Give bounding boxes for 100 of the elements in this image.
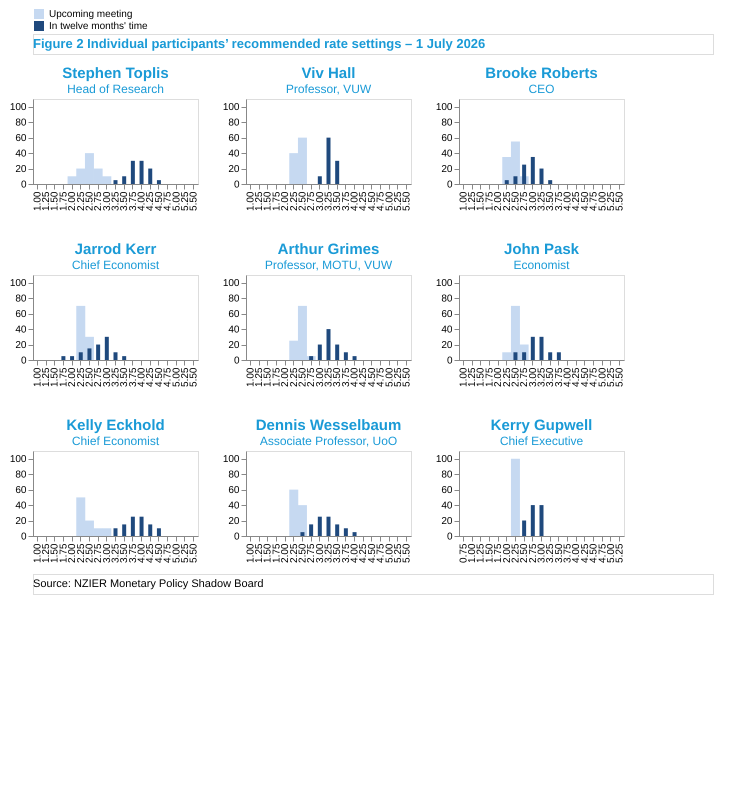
- bar: [309, 524, 314, 536]
- bar: [309, 356, 314, 360]
- y-tick-label: 80: [15, 118, 27, 129]
- y-tick-label: 60: [15, 133, 27, 144]
- x-tick-label: 4.50: [366, 543, 378, 563]
- x-tick-label: 5.00: [384, 191, 396, 211]
- x-tick-label: 2.25: [76, 191, 87, 211]
- x-tick-label: 2.00: [67, 543, 78, 563]
- x-tick-label: 2.00: [280, 367, 292, 387]
- x-tick-label: 4.75: [588, 367, 600, 387]
- x-tick-label: 3.00: [102, 191, 113, 211]
- y-tick-label: 60: [228, 309, 240, 320]
- x-tick-label: 1.75: [58, 543, 70, 563]
- x-tick-label: 3.00: [528, 191, 539, 211]
- x-tick-label: 5.25: [606, 367, 617, 387]
- x-tick-label: 3.50: [554, 543, 565, 563]
- x-tick-label: 5.50: [402, 191, 413, 211]
- bar: [130, 160, 135, 184]
- x-tick-label: 5.25: [180, 367, 191, 387]
- x-tick-label: 3.25: [545, 543, 556, 563]
- x-tick-label: 1.00: [458, 191, 470, 211]
- x-tick-label: 2.25: [288, 367, 300, 387]
- y-tick-label: 40: [15, 500, 27, 512]
- chart-subtitle: Economist: [513, 258, 570, 272]
- x-tick-label: 5.00: [597, 367, 608, 387]
- bar: [530, 156, 535, 184]
- x-tick-label: 1.00: [245, 367, 256, 387]
- x-tick-label: 2.00: [493, 191, 504, 211]
- x-tick-label: 3.00: [314, 191, 326, 211]
- x-tick-label: 4.50: [580, 367, 591, 387]
- bar: [326, 516, 330, 536]
- y-tick-label: 0: [234, 356, 240, 366]
- x-tick-label: 1.50: [262, 367, 274, 387]
- x-tick-label: 1.75: [484, 191, 496, 211]
- bar: [504, 180, 509, 184]
- y-tick-label: 40: [228, 500, 240, 512]
- x-tick-label: 5.25: [606, 191, 617, 211]
- y-tick-label: 100: [222, 454, 240, 466]
- y-tick-label: 100: [436, 102, 453, 114]
- bar: [335, 344, 340, 360]
- x-tick-label: 2.50: [297, 191, 308, 211]
- x-tick-label: 4.75: [162, 191, 174, 211]
- x-tick-label: 3.25: [536, 367, 548, 387]
- chart-subtitle: Chief Economist: [72, 434, 160, 448]
- y-tick-label: 20: [228, 164, 240, 176]
- x-tick-label: 2.75: [306, 543, 318, 563]
- x-tick-label: 2.25: [502, 367, 513, 387]
- y-tick-label: 60: [441, 309, 453, 320]
- x-tick-label: 1.50: [50, 367, 61, 387]
- x-tick-label: 5.50: [614, 367, 626, 387]
- y-tick-label: 0: [20, 356, 27, 366]
- x-tick-label: 2.00: [502, 543, 513, 563]
- x-tick-label: 2.00: [67, 367, 78, 387]
- x-tick-label: 2.50: [510, 191, 522, 211]
- y-tick-label: 40: [441, 324, 453, 336]
- x-tick-label: 3.50: [545, 191, 556, 211]
- x-tick-label: 2.50: [84, 543, 96, 563]
- x-tick-label: 4.75: [376, 543, 387, 563]
- x-tick-label: 2.75: [93, 543, 104, 563]
- y-tick-label: 100: [10, 278, 27, 290]
- bar: [122, 356, 126, 360]
- y-tick-label: 60: [441, 485, 453, 496]
- bar: [104, 336, 109, 360]
- bar: [156, 180, 161, 184]
- x-tick-label: 2.25: [288, 543, 300, 563]
- x-tick-label: 4.75: [376, 191, 387, 211]
- y-tick-label: 20: [15, 516, 27, 528]
- bar: [122, 176, 126, 184]
- x-tick-label: 1.75: [271, 191, 282, 211]
- bar: [318, 176, 322, 184]
- bar: [318, 516, 322, 536]
- chart-subtitle: Chief Executive: [500, 434, 584, 448]
- bar: [130, 516, 135, 536]
- y-tick-label: 80: [228, 294, 240, 305]
- bar: [522, 520, 526, 536]
- x-tick-label: 1.00: [32, 367, 44, 387]
- x-tick-label: 5.25: [614, 543, 626, 563]
- x-tick-label: 3.25: [324, 191, 334, 211]
- y-tick-label: 60: [228, 485, 240, 496]
- x-tick-label: 5.00: [171, 191, 182, 211]
- x-tick-label: 5.00: [384, 543, 396, 563]
- x-tick-label: 4.75: [597, 543, 608, 563]
- x-tick-label: 1.50: [50, 191, 61, 211]
- x-tick-label: 4.25: [145, 543, 156, 563]
- bar: [318, 344, 322, 360]
- x-tick-label: 4.75: [376, 367, 387, 387]
- bar: [352, 356, 357, 360]
- x-tick-label: 3.25: [324, 543, 334, 563]
- x-tick-label: 2.75: [519, 191, 530, 211]
- y-tick-label: 40: [228, 324, 240, 336]
- x-tick-label: 1.50: [50, 543, 61, 563]
- x-tick-label: 1.75: [271, 367, 282, 387]
- y-tick-label: 40: [441, 500, 453, 512]
- x-tick-label: 4.75: [162, 367, 174, 387]
- x-tick-label: 3.75: [128, 191, 139, 211]
- x-tick-label: 3.50: [545, 367, 556, 387]
- x-tick-label: 4.75: [162, 543, 174, 563]
- y-tick-label: 0: [234, 180, 240, 190]
- y-tick-label: 40: [441, 148, 453, 160]
- chart-subtitle: Head of Research: [67, 82, 164, 96]
